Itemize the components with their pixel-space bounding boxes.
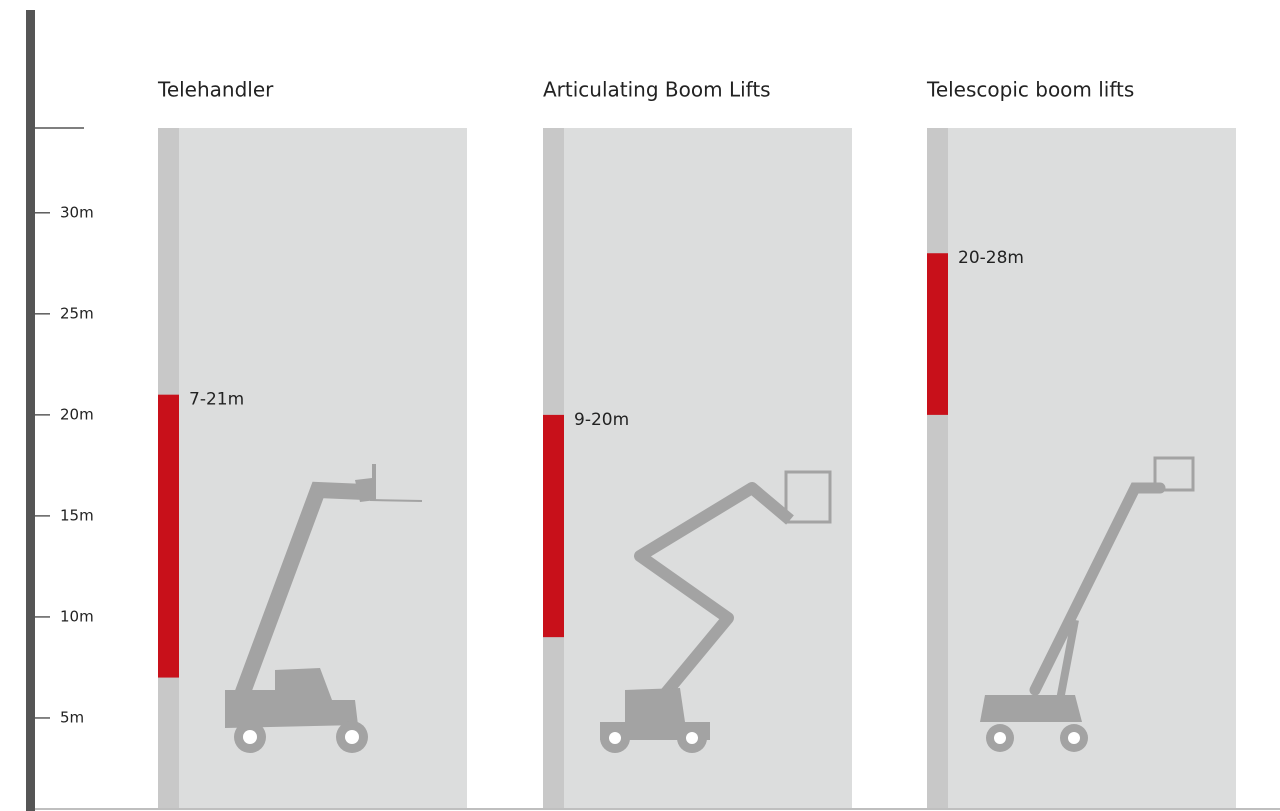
column-panel [543, 128, 852, 808]
value-label: 7-21m [189, 390, 244, 410]
y-tick-label: 15m [60, 506, 94, 524]
y-tick-label: 25m [60, 304, 94, 322]
range-bar [158, 394, 179, 678]
column-strip [927, 128, 948, 808]
columns [158, 128, 1236, 808]
telehandler-icon [225, 464, 423, 753]
y-tick-label: 20m [60, 405, 94, 423]
value-label: 20-28m [958, 248, 1024, 268]
articulating-icon [600, 470, 832, 753]
range-bar [927, 253, 948, 415]
range-bar [543, 414, 564, 638]
category-label: Telehandler [157, 78, 274, 102]
y-tick-label: 30m [60, 203, 94, 221]
y-tick-label: 5m [60, 708, 84, 726]
telescopic-icon [980, 456, 1195, 752]
fork [369, 499, 423, 502]
column-panel [927, 128, 1236, 808]
category-label: Articulating Boom Lifts [543, 78, 771, 102]
value-label: 9-20m [574, 410, 629, 430]
y-tick-label: 10m [60, 607, 94, 625]
axis-line [26, 10, 35, 811]
category-label: Telescopic boom lifts [926, 78, 1134, 102]
